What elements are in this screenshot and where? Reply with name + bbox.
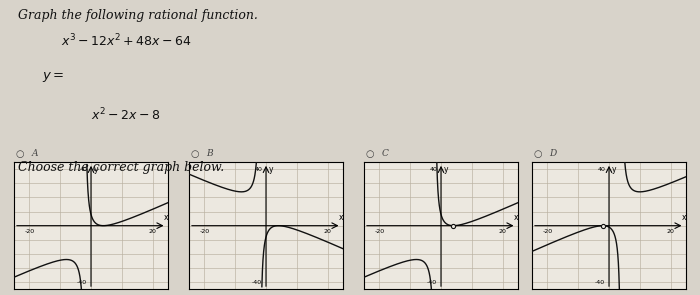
Text: x: x [338, 213, 343, 222]
Text: $x^2-2x-8$: $x^2-2x-8$ [91, 107, 161, 123]
Text: -40: -40 [77, 280, 88, 285]
Text: $x^3-12x^2+48x-64$: $x^3-12x^2+48x-64$ [61, 33, 191, 50]
Text: -40: -40 [427, 280, 438, 285]
Text: -20: -20 [542, 229, 552, 234]
Text: Choose the correct graph below.: Choose the correct graph below. [18, 161, 224, 174]
Text: x: x [163, 213, 168, 222]
Text: ○: ○ [15, 149, 24, 159]
Text: $y=$: $y=$ [42, 70, 64, 84]
Text: x: x [681, 213, 686, 222]
Text: 20: 20 [148, 229, 157, 234]
Text: 40: 40 [597, 167, 606, 172]
Text: ○: ○ [365, 149, 374, 159]
Text: ○: ○ [533, 149, 542, 159]
Text: -20: -20 [199, 229, 209, 234]
Text: -40: -40 [252, 280, 262, 285]
Text: y: y [269, 165, 274, 174]
Text: C: C [382, 149, 388, 158]
Text: y: y [94, 165, 99, 174]
Text: 40: 40 [254, 167, 262, 172]
Text: -40: -40 [595, 280, 606, 285]
Text: y: y [444, 165, 449, 174]
Text: 20: 20 [666, 229, 675, 234]
Text: x: x [513, 213, 518, 222]
Text: y: y [612, 165, 617, 174]
Text: ○: ○ [190, 149, 199, 159]
Text: B: B [206, 149, 213, 158]
Text: 20: 20 [498, 229, 507, 234]
Text: -20: -20 [25, 229, 34, 234]
Text: A: A [32, 149, 38, 158]
Text: Graph the following rational function.: Graph the following rational function. [18, 9, 258, 22]
Text: D: D [550, 149, 556, 158]
Text: 20: 20 [323, 229, 332, 234]
Text: 40: 40 [79, 167, 88, 172]
Text: 40: 40 [429, 167, 438, 172]
Text: -20: -20 [374, 229, 384, 234]
